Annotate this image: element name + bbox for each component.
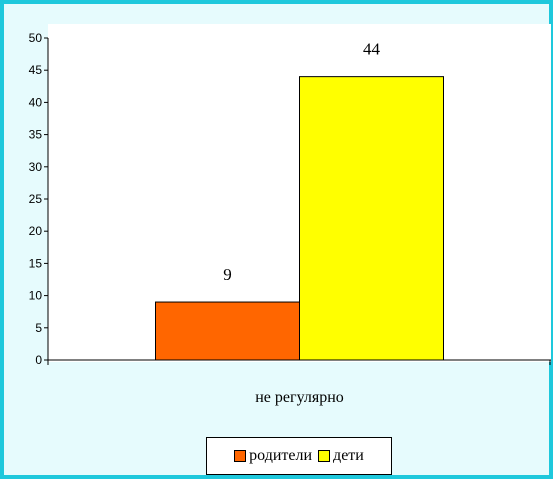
bar-children [299,76,444,361]
y-tick-label: 50 [29,31,43,45]
y-axis: 0 5 10 15 20 25 30 35 40 45 50 [29,31,49,367]
y-tick-label: 20 [29,224,43,238]
legend-swatch [234,450,247,462]
legend-entry: дети [318,447,364,465]
category-label: не регулярно [255,389,344,406]
legend: родители дети [206,437,392,475]
y-tick-label: 30 [29,160,43,174]
bars [155,76,444,361]
legend-swatch [318,450,331,462]
data-label: 44 [363,40,381,59]
category-labels: не регулярно [255,389,344,406]
y-tick-label: 10 [29,289,43,303]
y-tick-label: 35 [29,128,43,142]
y-tick-label: 5 [35,321,42,335]
legend-label: дети [333,447,364,464]
y-tick-label: 15 [29,256,43,270]
legend-label: родители [249,447,313,464]
y-tick-label: 40 [29,95,43,109]
legend-entry: родители [234,447,312,465]
data-label: 9 [223,265,232,284]
y-tick-label: 0 [35,353,42,367]
y-tick-label: 25 [29,192,43,206]
data-labels: 9 44 [223,40,380,284]
y-tick-label: 45 [29,63,43,77]
bar-parents [155,301,300,361]
